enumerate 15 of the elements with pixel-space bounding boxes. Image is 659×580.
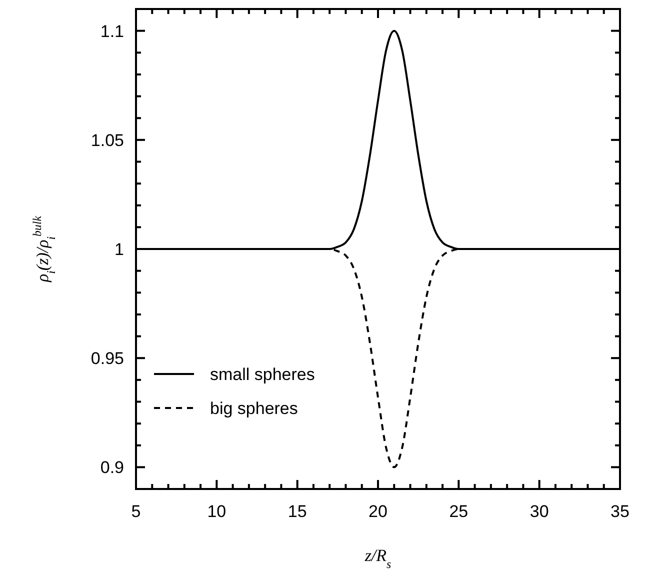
y-tick-label: 0.95 — [90, 349, 124, 368]
legend-label: big spheres — [210, 399, 298, 418]
x-tick-label: 25 — [449, 502, 468, 521]
x-tick-label: 30 — [530, 502, 549, 521]
y-tick-label: 0.9 — [100, 458, 124, 478]
x-tick-label: 20 — [368, 502, 388, 521]
x-axis-title: z/R$_{s}$ — [364, 546, 392, 571]
x-tick-label: 35 — [610, 502, 630, 521]
x-tick-label: 10 — [207, 502, 226, 521]
x-tick-label: 5 — [131, 502, 141, 521]
y-tick-label: 1 — [114, 240, 124, 259]
y-tick-label: 1.1 — [100, 22, 124, 41]
x-tick-label: 15 — [288, 502, 307, 521]
y-tick-label: 1.05 — [90, 130, 124, 150]
legend-label: small spheres — [210, 365, 315, 384]
